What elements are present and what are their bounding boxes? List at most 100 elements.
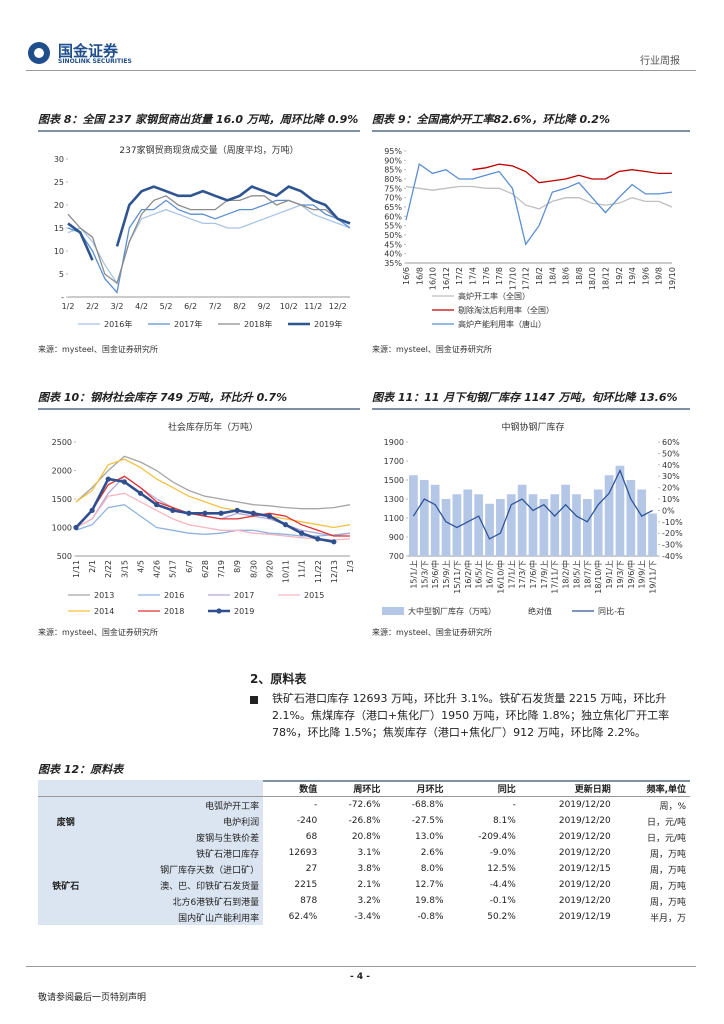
y-tick-label: 10 xyxy=(54,247,64,256)
y-tick-label: 65% xyxy=(384,203,402,212)
y-tick-label: 1100 xyxy=(384,514,404,523)
x-tick-label: 16/10 xyxy=(429,267,438,290)
y2-tick-label: 0% xyxy=(662,506,675,515)
footer-note: 敬请参阅最后一页特别声明 xyxy=(38,993,147,1003)
x-tick-label: 18/12 xyxy=(602,267,611,290)
series-line xyxy=(472,163,672,184)
cell: -240 xyxy=(296,816,318,826)
chart: 35%40%45%50%55%60%65%70%75%80%85%90%95% 1… xyxy=(384,147,677,329)
row-label: 铁矿石港口库存 xyxy=(93,845,264,861)
legend-label: 2017年 xyxy=(174,319,202,329)
series-marker xyxy=(105,476,111,482)
series-marker xyxy=(153,502,160,508)
series-marker xyxy=(250,510,256,516)
cell: 27 xyxy=(305,864,318,874)
x-tick-label: 1/2 xyxy=(62,302,75,311)
y-tick-label: 95% xyxy=(384,147,402,156)
cell: - xyxy=(314,800,318,810)
series-marker xyxy=(218,510,224,516)
x-tick-label: 17/6 xyxy=(482,267,491,285)
x-tick-label: 2/1 xyxy=(88,560,97,573)
y-tick-label: 55% xyxy=(384,222,402,231)
x-tick-label: 9/2 xyxy=(258,302,271,311)
bar xyxy=(550,494,560,556)
cell: 周，万吨 xyxy=(649,849,686,860)
chart-heading: 图表 8：全国 237 家钢贸商出货量 16.0 万吨，周环比降 0.9% xyxy=(38,112,360,132)
x-tick-label: 19/6/中 xyxy=(626,560,636,589)
column-header: 数值 xyxy=(263,780,322,797)
cell: 半月，万 xyxy=(649,913,686,924)
cell: 日，元/吨 xyxy=(646,833,686,844)
table-row: 电炉利润 -240 -26.8% -27.5% 8.1% 2019/12/20 日，元/吨 xyxy=(38,813,690,829)
y-tick-label: 30 xyxy=(54,155,64,164)
legend-label: 2015 xyxy=(304,591,324,600)
series-line xyxy=(75,504,351,537)
x-tick-label: 6/2 xyxy=(184,302,197,311)
x-tick-label: 15/3/下 xyxy=(420,560,429,589)
x-tick-label: 7/19 xyxy=(217,560,226,578)
x-tick-label: 17/9/上 xyxy=(540,560,549,589)
brand: 国金证券 xyxy=(58,42,119,60)
y2-tick-label: -40% xyxy=(662,552,683,561)
series-marker xyxy=(331,539,337,545)
x-tick-label: 17/8 xyxy=(495,267,504,285)
table-row: 铁矿石 铁矿石港口库存 12693 3.1% 2.6% -9.0% 2019/12/20 周，… xyxy=(38,845,690,925)
x-tick-label: 15/6/中 xyxy=(430,560,440,589)
bar xyxy=(452,494,462,556)
cell: 19.8% xyxy=(414,896,444,906)
cell: 3.1% xyxy=(357,848,381,858)
x-tick-label: 17/4 xyxy=(469,267,478,285)
series-marker xyxy=(121,479,127,485)
y-tick-label: 2500 xyxy=(52,438,72,447)
x-tick-label: 17/12 xyxy=(522,267,531,290)
row-label: 电弧炉开工率 xyxy=(93,796,264,813)
x-tick-label: 11/22 xyxy=(314,560,323,583)
bullet-text: 铁矿石港口库存 12693 万吨，环比升 3.1%。铁矿石发货量 2215 万吨… xyxy=(272,692,670,739)
y-tick-label: 70% xyxy=(384,194,402,203)
cell: 周，% xyxy=(659,801,686,812)
cell: 周，万吨 xyxy=(649,865,686,876)
chart-title: 社会库存历年（万吨） xyxy=(168,421,258,433)
y2-tick-label: 30% xyxy=(662,472,680,481)
x-tick-label: 4/2 xyxy=(135,302,148,311)
table-row: 北方6港铁矿石到港量 878 3.2% 19.8% -0.1% 2019/12/20 周，万… xyxy=(38,893,690,909)
cell: 8.0% xyxy=(420,864,444,874)
column-header: 更新日期 xyxy=(519,780,615,797)
series-marker xyxy=(282,522,289,528)
x-tick-label: 11/2 xyxy=(304,302,322,311)
x-tick-label: 11/1 xyxy=(298,560,307,578)
bar xyxy=(506,494,516,556)
row-label: 国内矿山产能利用率 xyxy=(93,909,264,925)
y2-tick-label: -20% xyxy=(662,529,683,538)
cell: - xyxy=(512,800,516,810)
x-tick-label: 19/2 xyxy=(615,267,624,285)
x-tick-label: 17/10 xyxy=(508,267,517,290)
x-tick-label: 19/6 xyxy=(641,267,650,285)
legend-marker xyxy=(216,608,222,614)
source: 来源：mysteel、国金证券研究所 xyxy=(372,628,492,637)
x-tick-label: 6/7 xyxy=(185,560,194,573)
bar xyxy=(615,465,625,556)
x-tick-label: 8/2 xyxy=(233,302,246,311)
x-tick-label: 18/5/上 xyxy=(572,560,581,589)
row-label: 钢厂库存天数（进口矿） xyxy=(93,861,264,877)
y-tick-label: 50% xyxy=(384,231,402,240)
y-tick-label: 5 xyxy=(59,270,64,279)
page-number: - 4 - xyxy=(350,972,370,982)
x-tick-label: 18/10/中 xyxy=(593,560,603,594)
y-tick-label: 1900 xyxy=(384,438,404,447)
column-header: 频率,单位 xyxy=(614,780,690,797)
bar xyxy=(583,499,592,556)
cell: 2019/12/20 xyxy=(558,880,611,890)
x-tick-label: 6/28 xyxy=(201,560,210,578)
source: 来源：mysteel、国金证券研究所 xyxy=(38,628,158,637)
y-tick-label: 2000 xyxy=(52,467,72,476)
y-tick-label: 1700 xyxy=(384,457,404,466)
footer-rule xyxy=(26,966,696,967)
table-row: 废钢 电弧炉开工率 - -72.6% -68.8% - 2019/12/20 周，% xyxy=(38,796,690,845)
x-tick-label: 3/15 xyxy=(120,560,129,578)
x-tick-label: 16/2/中 xyxy=(463,560,473,589)
bar xyxy=(485,503,494,556)
bar xyxy=(496,499,505,556)
